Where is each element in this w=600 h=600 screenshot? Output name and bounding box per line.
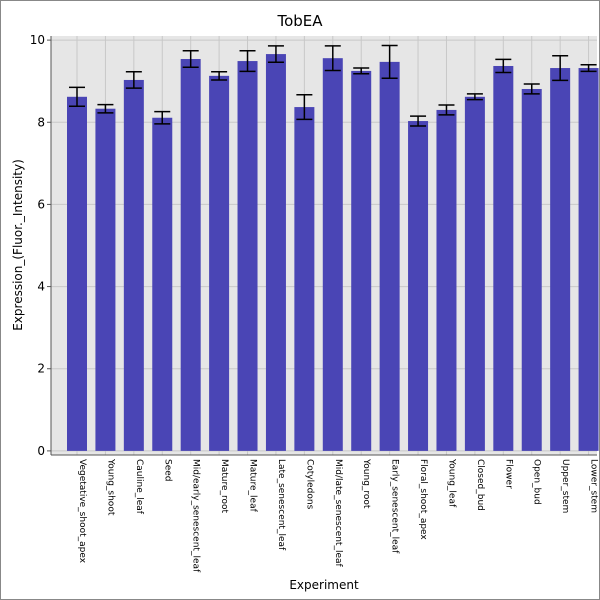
x-tick-label: Young_leaf: [446, 458, 456, 508]
bar: [67, 96, 87, 451]
error-bar: [239, 50, 256, 73]
error-bar: [523, 83, 540, 95]
x-tick-label: Cauline_leaf: [134, 459, 144, 515]
error-bar: [69, 86, 85, 107]
bar: [152, 117, 173, 451]
x-tick-label: Lower_stem: [589, 459, 599, 513]
error-bar: [296, 93, 313, 121]
bar: [180, 59, 201, 451]
error-bar: [466, 93, 483, 101]
bar: [408, 121, 429, 451]
x-tick-label: Mid/late_senescent_leaf: [333, 459, 343, 568]
x-tick-label: Flower: [503, 459, 513, 489]
x-axis-label: Experiment: [289, 578, 359, 592]
x-tick-label: Open_bud: [532, 459, 542, 505]
x-tick-label: Young_root: [361, 458, 371, 509]
bar: [493, 65, 514, 451]
y-tick-label: 0: [37, 444, 45, 458]
y-tick-label: 8: [37, 115, 45, 129]
bar: [322, 58, 343, 451]
x-tick-label: Seed: [162, 459, 172, 482]
y-tick-label: 4: [37, 280, 45, 294]
bar: [379, 61, 400, 451]
error-bar: [125, 70, 142, 89]
x-tick-label: Upper_stem: [560, 459, 570, 513]
y-tick-label: 2: [37, 362, 45, 376]
error-bar: [97, 103, 114, 114]
error-bar: [381, 44, 398, 80]
bar: [436, 109, 457, 451]
bar: [294, 107, 315, 451]
error-bar: [552, 54, 569, 82]
x-tick-label: Closed_bud: [475, 459, 485, 511]
error-bar: [353, 67, 370, 75]
error-bar: [154, 110, 171, 125]
y-axis-label: Expression_(Fluor._Intensity): [11, 159, 25, 331]
error-bar: [580, 64, 597, 73]
error-bar: [267, 45, 284, 64]
x-tick-label: Mature_root: [219, 459, 229, 514]
error-bar: [438, 104, 455, 116]
bar: [351, 70, 372, 451]
y-tick-label: 6: [37, 197, 45, 211]
bar: [265, 54, 286, 451]
bar: [578, 68, 599, 451]
x-tick-label: Floral_shoot_apex: [418, 459, 428, 540]
bar: [209, 75, 230, 451]
x-tick-label: Early_senescent_leaf: [390, 459, 400, 554]
error-bar: [182, 50, 199, 68]
bar: [237, 61, 258, 451]
error-bar: [324, 45, 341, 72]
error-bar: [495, 58, 512, 74]
bar: [550, 68, 571, 451]
bar: [95, 108, 116, 451]
x-tick-label: Cotyledons: [304, 459, 314, 510]
error-bar: [211, 70, 228, 81]
x-tick-label: Mature_leaf: [248, 459, 258, 513]
bar: [123, 79, 144, 451]
x-tick-label: Mid/early_senescent_leaf: [191, 459, 201, 573]
error-bar: [410, 115, 427, 127]
chart-title: TobEA: [276, 12, 323, 30]
x-tick-label: Young_shoot: [105, 458, 115, 516]
bar: [464, 96, 485, 451]
x-tick-label: Late_senescent_leaf: [276, 459, 286, 551]
x-tick-label: Vegetative_shoot_apex: [77, 459, 87, 564]
y-tick-label: 10: [30, 33, 45, 47]
bar: [521, 88, 542, 451]
